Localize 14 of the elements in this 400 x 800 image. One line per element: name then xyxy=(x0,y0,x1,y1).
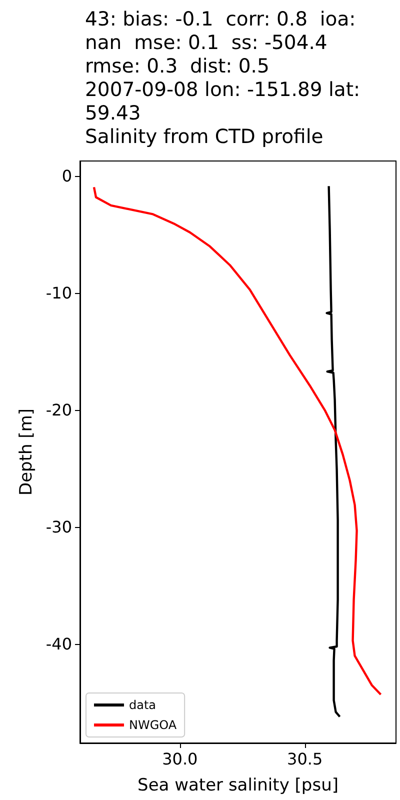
x-tick-label: 30.0 xyxy=(162,750,198,768)
y-tick-label: -20 xyxy=(46,400,72,420)
legend-label: data xyxy=(129,698,156,712)
chart-title: 43: bias: -0.1 corr: 0.8 ioa: nan mse: 0.1 ss: -504.4 rmse: 0.3 dist: 0.5 2007-09-08 lon: -151.89 lat: 59.43 Salinity from CTD profile xyxy=(85,7,360,148)
x-tick-label: 30.5 xyxy=(287,750,323,768)
line-series xyxy=(92,186,382,696)
x-axis-title: Sea water salinity [psu] xyxy=(138,776,338,796)
y-axis-title: Depth [m] xyxy=(16,408,36,496)
y-tick-label: 0 xyxy=(62,166,72,186)
y-tick-label: -40 xyxy=(46,634,72,654)
y-tick-label: -10 xyxy=(46,284,72,303)
line-series xyxy=(326,185,341,718)
legend-label: NWGOA xyxy=(129,718,178,732)
y-tick-label: -30 xyxy=(46,518,72,537)
